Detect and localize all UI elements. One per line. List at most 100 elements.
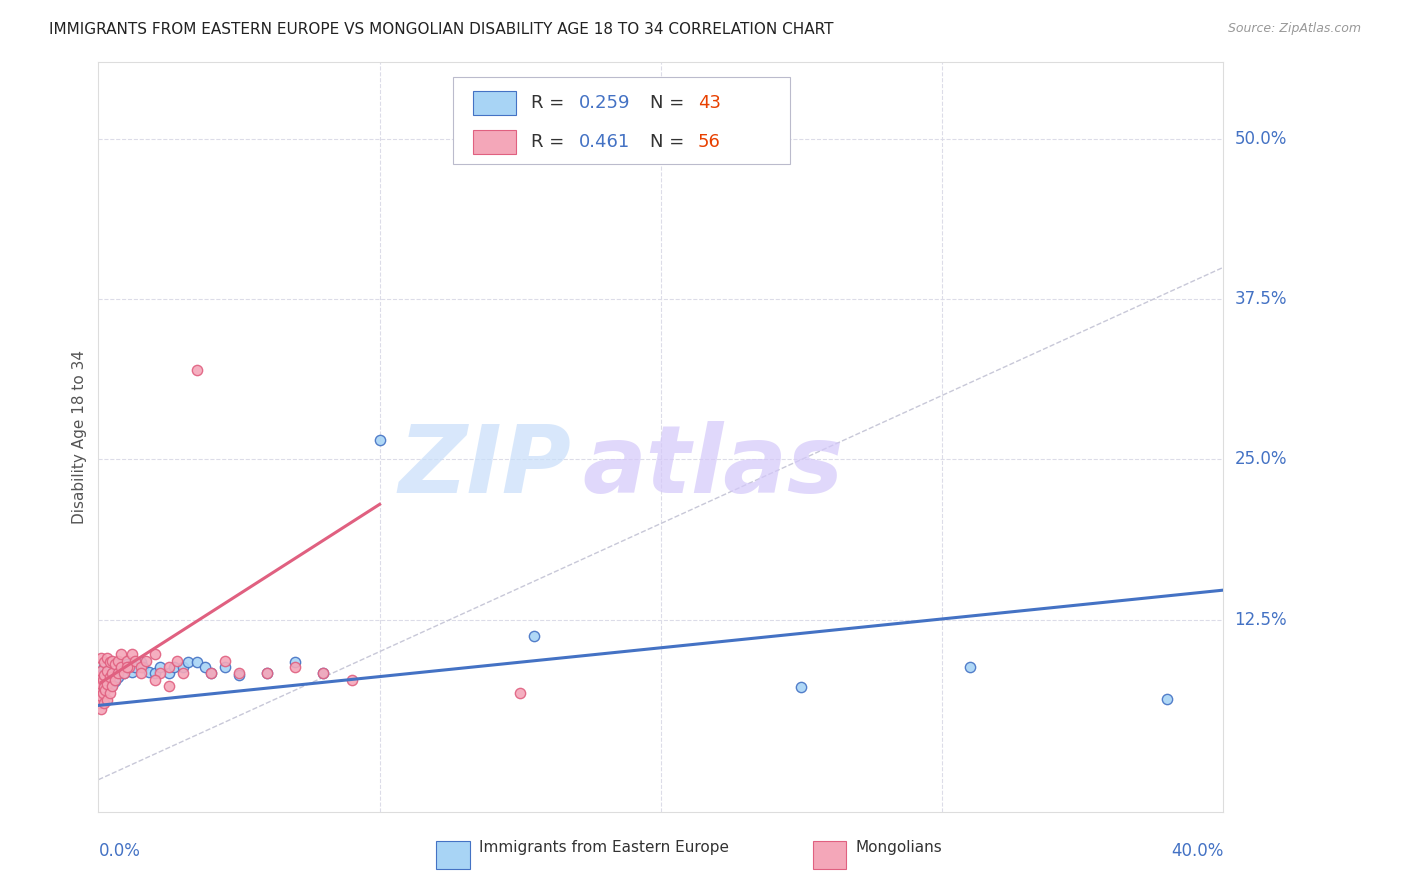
Text: 40.0%: 40.0%	[1171, 842, 1223, 860]
Point	[98, 672, 121, 686]
Point	[94, 683, 117, 698]
Point	[96, 664, 118, 678]
Point	[96, 664, 118, 678]
Point	[228, 667, 250, 681]
Text: 37.5%: 37.5%	[1234, 291, 1286, 309]
Point	[93, 655, 115, 669]
Text: 56: 56	[697, 133, 721, 151]
Point	[509, 685, 531, 699]
Point	[115, 654, 138, 668]
Text: R =: R =	[531, 133, 571, 151]
Point	[523, 629, 546, 643]
Point	[790, 681, 813, 695]
Point	[90, 676, 112, 690]
Point	[90, 651, 112, 665]
Point	[166, 654, 188, 668]
Point	[96, 693, 118, 707]
Point	[157, 679, 180, 693]
Point	[98, 655, 121, 669]
Point	[90, 690, 112, 704]
Point	[118, 660, 141, 674]
Text: R =: R =	[531, 94, 571, 112]
Point	[129, 655, 152, 669]
Text: 25.0%: 25.0%	[1234, 450, 1286, 468]
Point	[107, 670, 129, 684]
Point	[135, 654, 157, 668]
FancyBboxPatch shape	[436, 841, 470, 870]
Point	[149, 666, 172, 681]
Point	[89, 696, 111, 710]
Point	[101, 666, 124, 681]
Point	[115, 660, 138, 674]
Point	[93, 696, 115, 710]
Point	[312, 666, 335, 681]
Point	[228, 666, 250, 681]
Point	[101, 654, 124, 668]
Point	[340, 673, 363, 687]
Point	[112, 666, 135, 681]
Text: 0.259: 0.259	[579, 94, 630, 112]
Point	[89, 670, 111, 684]
Point	[93, 681, 115, 695]
FancyBboxPatch shape	[813, 841, 846, 870]
Text: Immigrants from Eastern Europe: Immigrants from Eastern Europe	[478, 840, 728, 855]
Point	[143, 647, 166, 661]
Point	[1156, 692, 1178, 706]
Point	[98, 667, 121, 681]
Point	[186, 655, 208, 669]
Point	[101, 679, 124, 693]
Point	[101, 670, 124, 684]
Text: Mongolians: Mongolians	[855, 840, 942, 855]
Point	[256, 666, 278, 681]
Text: atlas: atlas	[582, 421, 844, 513]
Point	[214, 660, 236, 674]
Point	[91, 673, 114, 687]
Text: N =: N =	[650, 94, 689, 112]
Point	[104, 657, 127, 672]
Text: IMMIGRANTS FROM EASTERN EUROPE VS MONGOLIAN DISABILITY AGE 18 TO 34 CORRELATION : IMMIGRANTS FROM EASTERN EUROPE VS MONGOL…	[49, 22, 834, 37]
Point	[200, 666, 222, 681]
FancyBboxPatch shape	[472, 130, 516, 153]
Point	[172, 666, 194, 681]
Point	[98, 685, 121, 699]
Point	[90, 667, 112, 681]
Point	[200, 666, 222, 681]
Text: 50.0%: 50.0%	[1234, 130, 1286, 148]
Point	[118, 660, 141, 674]
Point	[104, 674, 127, 689]
Point	[163, 660, 186, 674]
Text: 0.0%: 0.0%	[98, 842, 141, 860]
Point	[93, 667, 115, 681]
Point	[107, 666, 129, 681]
Point	[284, 655, 307, 669]
Point	[959, 660, 981, 674]
Point	[94, 670, 117, 684]
Text: N =: N =	[650, 133, 689, 151]
Point	[143, 666, 166, 681]
Text: Source: ZipAtlas.com: Source: ZipAtlas.com	[1227, 22, 1361, 36]
Point	[157, 666, 180, 681]
Point	[98, 670, 121, 684]
Point	[121, 665, 143, 679]
Point	[172, 660, 194, 674]
Point	[101, 678, 124, 692]
FancyBboxPatch shape	[453, 78, 790, 163]
Point	[104, 673, 127, 687]
Point	[143, 673, 166, 687]
Text: 43: 43	[697, 94, 721, 112]
Point	[110, 660, 132, 674]
Point	[93, 681, 115, 695]
Point	[93, 660, 115, 674]
Point	[129, 666, 152, 681]
Point	[284, 660, 307, 674]
Point	[214, 654, 236, 668]
Point	[89, 681, 111, 695]
Point	[194, 660, 217, 674]
Point	[110, 647, 132, 661]
Point	[115, 657, 138, 672]
Point	[90, 702, 112, 716]
Point	[124, 654, 146, 668]
Point	[129, 660, 152, 674]
Point	[96, 651, 118, 665]
Point	[90, 664, 112, 678]
